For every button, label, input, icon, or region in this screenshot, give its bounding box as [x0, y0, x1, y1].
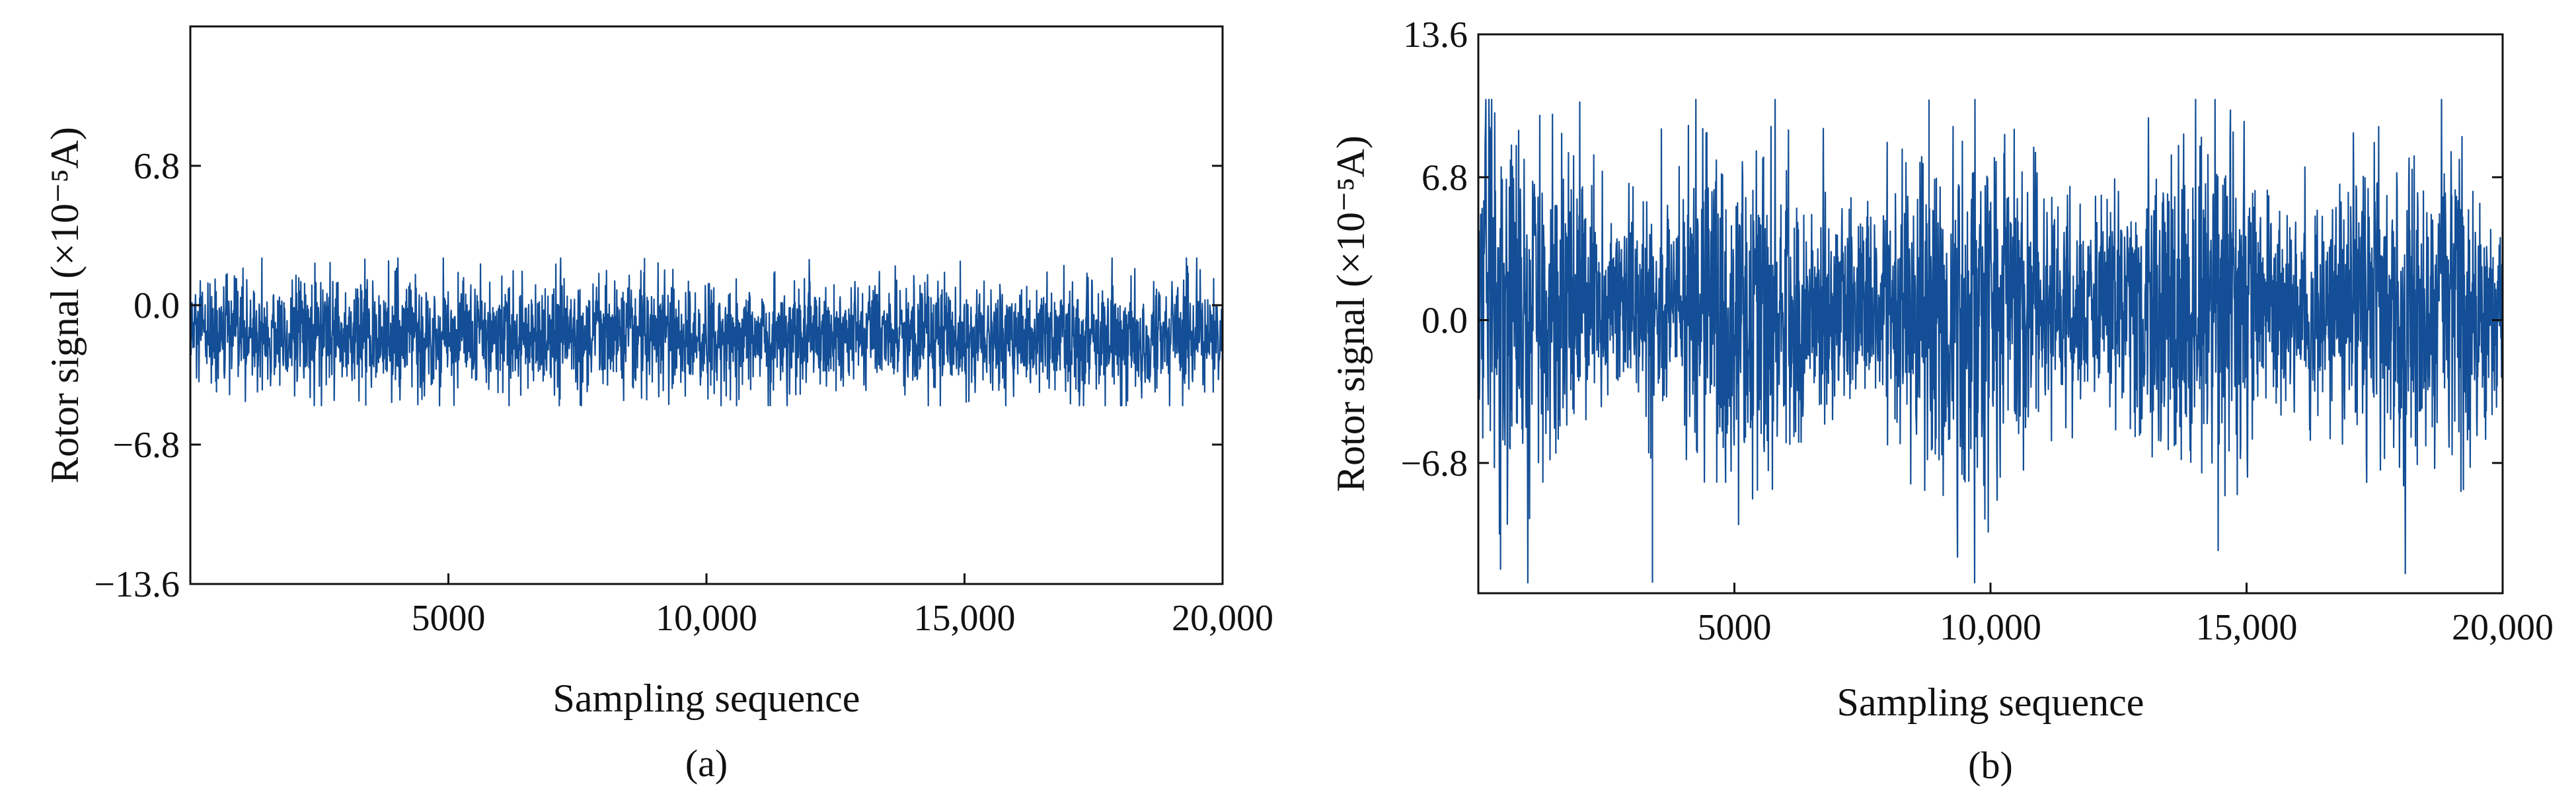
y-tick-label-b-2: 0.0	[1421, 301, 1468, 342]
x-tick-label-a-3: 20,000	[1172, 598, 1273, 639]
x-tick-label-a-0: 5000	[412, 598, 486, 639]
x-axis-label-a: Sampling sequence	[553, 676, 860, 720]
x-tick-label-b-3: 20,000	[2452, 607, 2554, 648]
y-tick-label-b-1: 6.8	[1421, 157, 1468, 198]
panel-label-a: (a)	[685, 742, 728, 785]
x-axis-label-b: Sampling sequence	[1837, 680, 2144, 724]
panel-label-b: (b)	[1968, 744, 2013, 787]
y-tick-label-b-3: −6.8	[1400, 443, 1468, 484]
y-tick-label-a-1: 0.0	[133, 285, 180, 326]
y-tick-label-b-0: 13.6	[1403, 15, 1468, 55]
y-tick-label-a-3: −13.6	[94, 564, 180, 605]
plot-area-b	[1477, 98, 2504, 584]
y-tick-label-a-2: −6.8	[112, 425, 180, 466]
plot-area-a	[189, 257, 1224, 407]
x-tick-label-b-2: 15,000	[2196, 607, 2298, 648]
x-tick-label-a-1: 10,000	[656, 598, 757, 639]
y-axis-label-b: Rotor signal (×10⁻⁵A)	[1329, 135, 1373, 492]
signal-trace-b	[1477, 98, 2504, 584]
x-tick-label-b-1: 10,000	[1940, 607, 2041, 648]
signal-trace-a	[189, 257, 1224, 407]
y-axis-label-a: Rotor signal (×10⁻⁵A)	[43, 127, 87, 484]
y-axis-ticks-a: 6.8 0.0 −6.8 −13.6	[94, 146, 1223, 605]
x-axis-ticks-b: 5000 10,000 15,000 20,000	[1698, 583, 2554, 648]
x-axis-ticks-a: 5000 10,000 15,000 20,000	[412, 573, 1273, 639]
y-tick-label-a-0: 6.8	[133, 146, 180, 187]
x-tick-label-b-0: 5000	[1698, 607, 1772, 648]
chart-panel-b: 5000 10,000 15,000 20,000 13.6 6.8 0.0 −6.8 Sa…	[1329, 15, 2554, 787]
y-axis-ticks-b: 13.6 6.8 0.0 −6.8	[1400, 15, 2503, 484]
chart-panel-a: 5000 10,000 15,000 20,000 6.8 0.0 −6.8 −13.6 S…	[43, 25, 1273, 785]
x-tick-label-a-2: 15,000	[914, 598, 1016, 639]
